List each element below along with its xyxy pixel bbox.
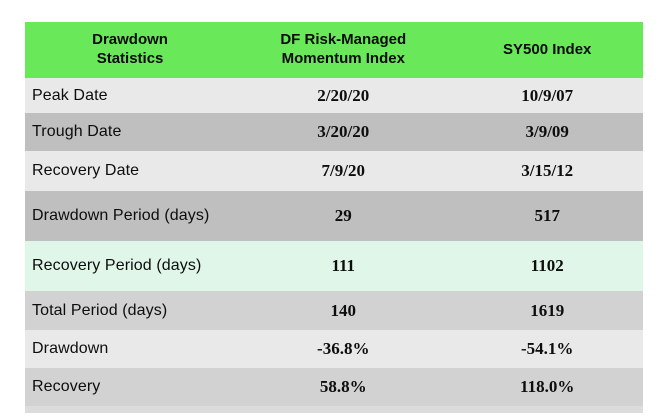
table-row-drawdown: Drawdown -36.8% -54.1% — [25, 330, 643, 368]
table-row-peak-date: Peak Date 2/20/20 10/9/07 — [25, 78, 643, 113]
table-bottom-strip — [25, 406, 643, 413]
row-label: Recovery — [32, 378, 101, 395]
row-value-sy500: 1102 — [530, 256, 564, 275]
drawdown-statistics-table: Drawdown Statistics DF Risk-Managed Mome… — [25, 22, 643, 413]
row-value-momentum: 58.8% — [319, 377, 367, 396]
table-row-trough-date: Trough Date 3/20/20 3/9/09 — [25, 113, 643, 151]
table-row-recovery: Recovery 58.8% 118.0% — [25, 368, 643, 406]
row-value-momentum: 2/20/20 — [317, 85, 370, 105]
table-row-total-period: Total Period (days) 140 1619 — [25, 291, 643, 330]
row-label: Trough Date — [32, 123, 122, 140]
row-value-sy500: -54.1% — [520, 339, 574, 358]
row-value-sy500: 1619 — [530, 300, 565, 320]
row-label: Drawdown Period (days) — [32, 207, 210, 224]
row-value-momentum: 140 — [330, 300, 357, 320]
row-value-momentum: -36.8% — [317, 339, 370, 358]
header-drawdown-statistics: Drawdown Statistics — [92, 31, 168, 67]
row-value-momentum: 3/20/20 — [317, 122, 370, 141]
row-label: Drawdown — [32, 340, 109, 357]
row-value-sy500: 3/15/12 — [521, 161, 574, 180]
row-value-sy500: 3/9/09 — [525, 122, 569, 141]
row-value-sy500: 118.0% — [520, 377, 575, 396]
row-label: Recovery Period (days) — [32, 257, 202, 274]
table-header-row: Drawdown Statistics DF Risk-Managed Mome… — [25, 22, 643, 78]
table-row-recovery-period: Recovery Period (days) 111 1102 — [25, 241, 643, 291]
table-row-recovery-date: Recovery Date 7/9/20 3/15/12 — [25, 151, 643, 191]
header-df-risk-managed-momentum-index: DF Risk-Managed Momentum Index — [280, 31, 407, 67]
row-value-sy500: 517 — [534, 206, 560, 225]
table-row-drawdown-period: Drawdown Period (days) 29 517 — [25, 191, 643, 241]
row-value-momentum: 7/9/20 — [321, 161, 365, 180]
row-value-momentum: 29 — [334, 206, 352, 225]
row-value-sy500: 10/9/07 — [521, 85, 574, 105]
row-value-momentum: 111 — [331, 256, 356, 275]
row-label: Total Period (days) — [32, 301, 168, 319]
row-label: Recovery Date — [32, 162, 140, 179]
row-label: Peak Date — [32, 86, 108, 104]
header-sy500-index: SY500 Index — [503, 40, 592, 58]
